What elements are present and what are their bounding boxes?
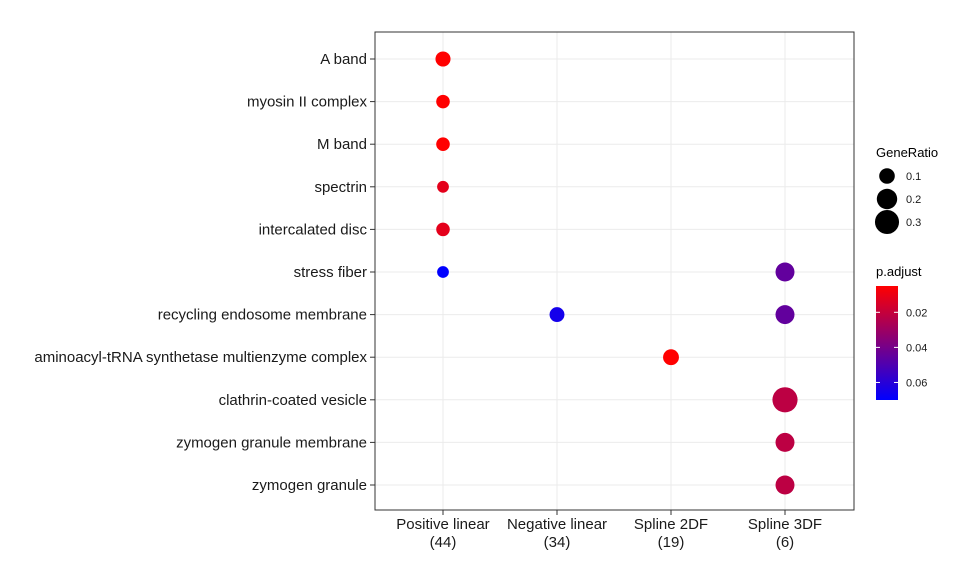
legend-title: p.adjust	[876, 264, 922, 279]
legend-size-key	[876, 188, 898, 210]
data-point	[772, 387, 798, 413]
data-points	[435, 51, 798, 495]
data-point	[775, 432, 795, 452]
x-tick-label: Spline 3DF	[748, 516, 822, 533]
y-tick-label: stress fiber	[294, 264, 367, 281]
data-point	[775, 305, 795, 325]
x-tick-label: Spline 2DF	[634, 516, 708, 533]
p-adjust-legend: p.adjust 0.02 0.04 0.06	[876, 264, 927, 400]
x-tick-count: (34)	[544, 534, 571, 551]
legend-size-label: 0.3	[906, 217, 921, 229]
y-tick-label: myosin II complex	[247, 94, 368, 111]
data-point	[437, 266, 449, 278]
x-axis: Positive linear(44) Negative linear(34) Sp…	[396, 510, 822, 551]
legend-title: GeneRatio	[876, 145, 938, 160]
data-point	[436, 94, 450, 109]
plot-panel-border	[374, 31, 855, 511]
y-axis: A band myosin II complex M band spectrin int…	[34, 51, 375, 494]
x-tick-count: (44)	[430, 534, 457, 551]
y-tick-label: zymogen granule membrane	[176, 434, 367, 451]
colorbar	[876, 286, 898, 400]
x-tick-label: Negative linear	[507, 516, 607, 533]
y-tick-label: spectrin	[314, 179, 367, 196]
colorbar-tick-label: 0.06	[906, 377, 927, 389]
legend-size-label: 0.2	[906, 194, 921, 206]
y-tick-label: recycling endosome membrane	[158, 307, 367, 324]
y-tick-label: A band	[320, 51, 367, 68]
generatio-legend: GeneRatio 0.1 0.2 0.3	[874, 145, 938, 235]
data-point	[435, 51, 451, 67]
data-point	[436, 137, 450, 151]
x-tick-count: (19)	[658, 534, 685, 551]
x-tick-count: (6)	[776, 534, 794, 551]
data-point	[775, 262, 795, 282]
y-tick-label: zymogen granule	[252, 477, 367, 494]
legend-size-key	[874, 209, 900, 235]
y-tick-label: aminoacyl-tRNA synthetase multienzyme co…	[34, 349, 367, 366]
data-point	[549, 307, 565, 323]
x-tick-label: Positive linear	[396, 516, 489, 533]
data-point	[775, 475, 795, 495]
legend-size-label: 0.1	[906, 171, 921, 183]
legend-size-key	[879, 168, 895, 184]
data-point	[437, 180, 449, 193]
y-tick-label: clathrin-coated vesicle	[219, 392, 367, 409]
colorbar-tick-label: 0.02	[906, 307, 927, 319]
data-point	[436, 222, 450, 237]
colorbar-tick-label: 0.04	[906, 342, 927, 354]
y-tick-label: M band	[317, 136, 367, 153]
data-point	[663, 349, 679, 366]
y-tick-label: intercalated disc	[259, 221, 368, 238]
